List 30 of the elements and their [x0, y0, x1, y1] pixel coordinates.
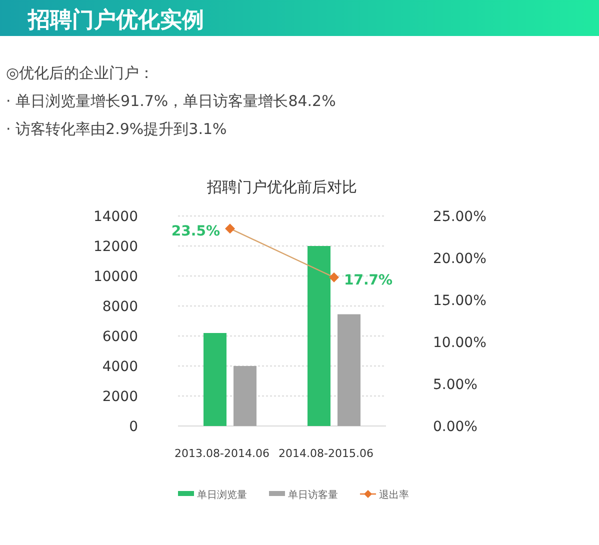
y2-tick-label: 25.00% [433, 209, 486, 225]
bar [338, 314, 360, 426]
y-tick-label: 8000 [102, 299, 138, 315]
x-tick-label: 2014.08-2015.06 [278, 447, 374, 460]
text: · 访客转化率由2.9%提升到3.1% [6, 120, 227, 138]
y-tick-label: 4000 [102, 359, 138, 375]
bar [308, 246, 330, 426]
y-tick-label: 0 [129, 419, 138, 435]
legend-label: 单日访客量 [288, 489, 338, 501]
y2-tick-label: 5.00% [433, 377, 478, 393]
legend-label: 单日浏览量 [197, 489, 247, 501]
text: · 单日浏览量增长91.7%，单日访客量增长84.2% [6, 92, 336, 110]
data-label: 23.5% [171, 224, 220, 240]
y-tick-label: 2000 [102, 389, 138, 405]
y-tick-label: 6000 [102, 329, 138, 345]
y-tick-label: 10000 [93, 269, 138, 285]
text: ◎优化后的企业门户： [6, 64, 154, 82]
data-label: 17.7% [344, 272, 393, 288]
chart-title: 招聘门户优化实例 [27, 7, 204, 33]
y-tick-label: 12000 [93, 239, 138, 255]
y2-tick-label: 10.00% [433, 335, 486, 351]
bar [204, 333, 226, 426]
chart-subtitle: 招聘门户优化前后对比 [206, 178, 357, 196]
y2-tick-label: 0.00% [433, 419, 478, 435]
y-tick-label: 14000 [93, 209, 138, 225]
legend-label: 退出率 [379, 489, 409, 501]
y2-tick-label: 15.00% [433, 293, 486, 309]
y2-tick-label: 20.00% [433, 251, 486, 267]
bar [234, 366, 256, 426]
x-tick-label: 2013.08-2014.06 [174, 447, 270, 460]
